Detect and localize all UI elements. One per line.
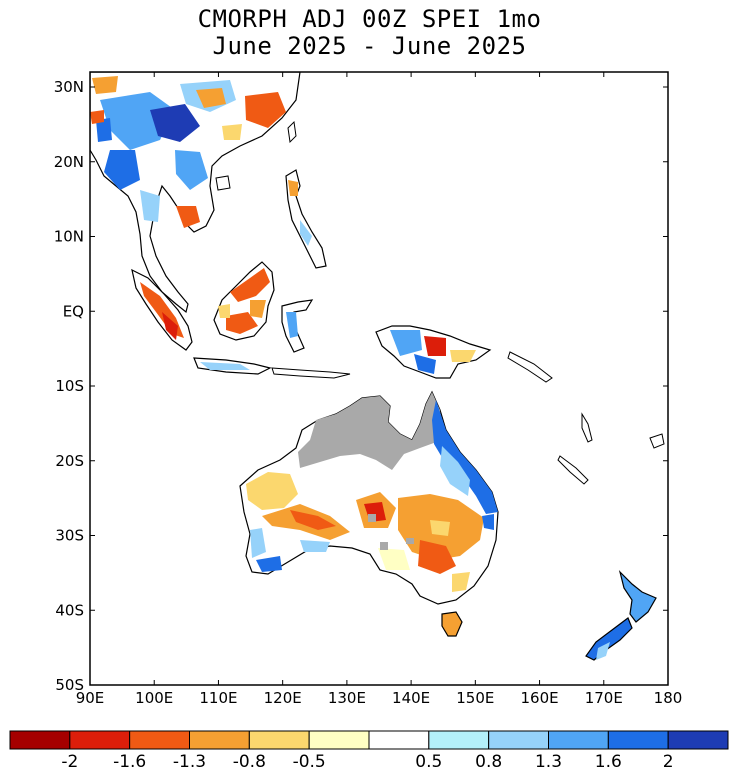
- colorbar-label: 1.3: [535, 752, 562, 772]
- lon-tick-label: 130E: [328, 689, 366, 707]
- colorbar-swatch: [9, 730, 71, 750]
- lon-tick-label: 180: [654, 689, 683, 707]
- lon-tick-label: 140E: [392, 689, 430, 707]
- colorbar-swatch: [308, 730, 370, 750]
- colorbar-label: -2: [61, 752, 78, 772]
- land-new-caledonia: [557, 455, 589, 485]
- lat-tick-label: EQ: [63, 302, 84, 320]
- lon-tick-label: 170E: [585, 689, 623, 707]
- lat-tick-label: 10N: [54, 228, 84, 246]
- land-fiji: [649, 433, 665, 449]
- lon-tick-label: 120E: [264, 689, 302, 707]
- lat-tick-label: 20N: [54, 153, 84, 171]
- colorbar-swatch: [607, 730, 669, 750]
- colorbar-label: 1.6: [595, 752, 622, 772]
- colorbar-swatch: [189, 730, 250, 750]
- lon-tick-label: 150E: [456, 689, 494, 707]
- lon-tick-label: 90E: [76, 689, 105, 707]
- map-content: [90, 72, 665, 661]
- colorbar-swatch: [667, 730, 729, 750]
- colorbar-label: -1.3: [173, 752, 206, 772]
- lat-tick-label: 30N: [54, 78, 84, 96]
- colorbar-swatch: [248, 730, 310, 750]
- lat-tick-label: 30S: [55, 527, 84, 545]
- colorbar-swatch: [368, 730, 430, 750]
- lat-tick-label: 50S: [55, 676, 84, 694]
- colorbar-swatch: [488, 730, 549, 750]
- lon-tick-label: 110E: [199, 689, 237, 707]
- map-frame: [89, 71, 669, 686]
- land-new-zealand-south: [585, 617, 633, 661]
- lon-tick-label: 160E: [521, 689, 559, 707]
- land-lesser-sunda: [271, 367, 351, 379]
- land-new-zealand-north: [618, 570, 657, 623]
- land-taiwan: [287, 120, 297, 144]
- lon-tick-label: 100E: [135, 689, 173, 707]
- colorbar-label: -1.6: [113, 752, 146, 772]
- colorbar-swatch: [548, 730, 609, 750]
- land-solomon-islands: [507, 351, 553, 383]
- land-hainan: [215, 175, 231, 191]
- land-vanuatu: [581, 412, 593, 443]
- colorbar-label: 2: [663, 752, 674, 772]
- colorbar-label: -0.8: [233, 752, 266, 772]
- lat-tick-label: 20S: [55, 452, 84, 470]
- colorbar-swatch: [69, 730, 131, 750]
- latitude-axis: 30N 20N 10N EQ 10S 20S 30S 40S 50S: [54, 78, 668, 694]
- lat-tick-label: 40S: [55, 601, 84, 619]
- colorbar-label: 0.8: [475, 752, 502, 772]
- colorbar-label: -0.5: [293, 752, 326, 772]
- longitude-axis: 90E 100E 110E 120E 130E 140E 150E 160E 170E 180: [76, 72, 683, 707]
- lat-tick-label: 10S: [55, 377, 84, 395]
- colorbar-swatch: [428, 730, 490, 750]
- chart-title-line-2: June 2025 - June 2025: [212, 32, 527, 60]
- land-tasmania: [441, 611, 463, 637]
- colorbar-label: 0.5: [415, 752, 442, 772]
- chart-title-line-1: CMORPH ADJ 00Z SPEI 1mo: [197, 5, 542, 33]
- colorbar: -2 -1.6 -1.3 -0.8 -0.5 0.5 0.8 1.3 1.6 2: [9, 730, 729, 772]
- colorbar-swatch: [129, 730, 191, 750]
